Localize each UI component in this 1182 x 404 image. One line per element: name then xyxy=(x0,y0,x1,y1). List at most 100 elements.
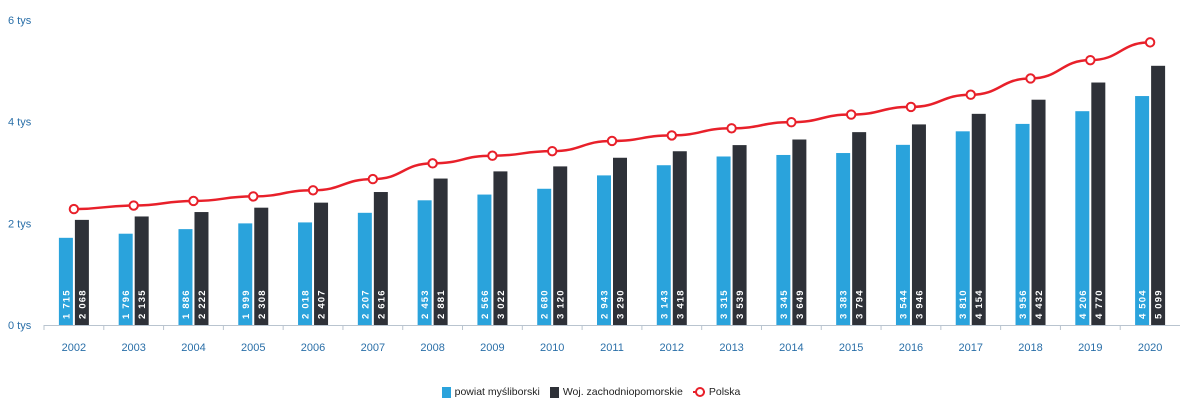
x-tick-label: 2011 xyxy=(600,342,624,354)
bar-label-woj: 3 022 xyxy=(496,289,507,319)
bar-label-powiat: 2 207 xyxy=(360,289,371,319)
bar-woj xyxy=(314,202,329,325)
bar-woj xyxy=(1031,99,1046,325)
legend: powiat myśliborski Woj. zachodniopomorsk… xyxy=(0,386,1182,398)
bar-label-powiat: 1 999 xyxy=(241,289,252,319)
bar-powiat xyxy=(1135,96,1150,326)
bar-label-powiat: 2 453 xyxy=(420,289,431,319)
bar-powiat xyxy=(1075,111,1090,325)
bar-label-woj: 3 649 xyxy=(795,289,806,319)
legend-item-polska: Polska xyxy=(692,386,741,398)
bar-label-powiat: 3 143 xyxy=(659,289,670,319)
bar-label-powiat: 1 886 xyxy=(181,289,192,319)
bar-label-woj: 3 290 xyxy=(616,289,627,319)
point-polska xyxy=(188,195,199,207)
bar-powiat xyxy=(716,156,731,325)
bar-woj xyxy=(792,139,807,325)
bar-label-powiat: 1 796 xyxy=(121,289,132,319)
bar-powiat xyxy=(118,233,133,325)
point-polska xyxy=(547,145,558,157)
point-polska xyxy=(427,158,438,169)
x-tick-label: 2017 xyxy=(958,342,982,354)
bar-label-woj: 2 135 xyxy=(137,289,148,319)
bar-woj xyxy=(194,212,209,325)
bar-powiat xyxy=(1015,123,1030,325)
point-polska xyxy=(965,89,976,100)
bar-label-woj: 3 794 xyxy=(855,289,866,319)
bar-powiat xyxy=(477,194,492,325)
bar-label-woj: 4 154 xyxy=(974,289,985,319)
bar-label-powiat: 3 810 xyxy=(958,289,969,319)
x-tick-label: 2020 xyxy=(1138,342,1162,354)
bar-woj xyxy=(373,192,388,325)
point-polska xyxy=(128,200,139,211)
bar-label-woj: 5 099 xyxy=(1154,289,1165,319)
legend-swatch-powiat xyxy=(441,386,451,398)
y-tick-label: 4 tys xyxy=(8,117,32,129)
bar-woj xyxy=(74,219,89,325)
bar-label-powiat: 1 715 xyxy=(61,289,72,319)
bar-label-woj: 2 222 xyxy=(197,289,208,319)
bar-woj xyxy=(553,166,568,325)
bar-label-powiat: 4 206 xyxy=(1078,289,1089,319)
bar-label-powiat: 3 956 xyxy=(1018,289,1029,319)
line-polska xyxy=(73,41,1151,211)
bar-label-powiat: 3 315 xyxy=(719,289,730,319)
bar-woj xyxy=(732,145,747,325)
bar-powiat xyxy=(178,229,193,325)
bar-label-powiat: 4 504 xyxy=(1138,289,1149,319)
x-tick-label: 2008 xyxy=(420,342,444,354)
y-tick-label: 2 tys xyxy=(8,218,32,230)
bar-powiat xyxy=(238,223,253,325)
x-tick-label: 2019 xyxy=(1078,342,1102,354)
point-polska xyxy=(367,173,379,185)
bar-powiat xyxy=(836,153,851,325)
x-tick-label: 2014 xyxy=(779,342,803,354)
bar-woj xyxy=(852,132,867,325)
bar-woj xyxy=(613,157,627,325)
bar-label-woj: 3 539 xyxy=(735,289,746,319)
y-tick-label: 6 tys xyxy=(8,15,32,27)
bar-powiat xyxy=(298,222,313,325)
bar-powiat xyxy=(895,144,910,325)
x-tick-label: 2018 xyxy=(1018,342,1042,354)
x-tick-label: 2012 xyxy=(660,342,684,354)
bar-powiat xyxy=(776,154,791,325)
legend-label-polska: Polska xyxy=(708,386,741,398)
legend-item-woj: Woj. zachodniopomorskie xyxy=(549,386,683,398)
bar-label-woj: 4 770 xyxy=(1094,289,1105,319)
point-polska xyxy=(666,130,677,141)
bar-label-powiat: 2 943 xyxy=(600,289,611,319)
bar-powiat xyxy=(537,188,552,325)
legend-label-powiat: powiat myśliborski xyxy=(454,386,540,398)
point-polska xyxy=(1025,73,1036,84)
bar-label-powiat: 2 566 xyxy=(480,289,491,319)
bar-label-powiat: 3 544 xyxy=(898,289,909,319)
bar-label-woj: 3 418 xyxy=(675,289,686,319)
bar-woj xyxy=(254,207,269,325)
x-tick-label: 2006 xyxy=(301,342,325,354)
point-polska xyxy=(1144,37,1156,48)
bar-powiat xyxy=(417,200,432,325)
x-tick-label: 2007 xyxy=(361,342,385,354)
x-tick-label: 2009 xyxy=(480,342,504,354)
y-tick-label: 0 tys xyxy=(8,320,32,332)
point-polska xyxy=(487,150,498,161)
legend-marker-polska xyxy=(692,386,705,398)
bar-label-powiat: 3 383 xyxy=(839,289,850,319)
bar-powiat xyxy=(656,165,671,325)
point-polska xyxy=(68,203,80,215)
bar-label-woj: 2 308 xyxy=(257,289,268,319)
x-tick-label: 2003 xyxy=(121,342,145,354)
point-polska xyxy=(905,101,917,113)
legend-item-powiat: powiat myśliborski xyxy=(441,386,540,398)
x-tick-label: 2016 xyxy=(899,342,923,354)
x-tick-label: 2013 xyxy=(719,342,743,354)
bar-label-woj: 4 432 xyxy=(1034,289,1045,319)
bar-label-woj: 2 407 xyxy=(317,289,328,319)
point-polska xyxy=(726,123,737,134)
point-polska xyxy=(307,185,319,196)
bar-powiat xyxy=(597,175,611,325)
bar-woj xyxy=(134,216,149,325)
